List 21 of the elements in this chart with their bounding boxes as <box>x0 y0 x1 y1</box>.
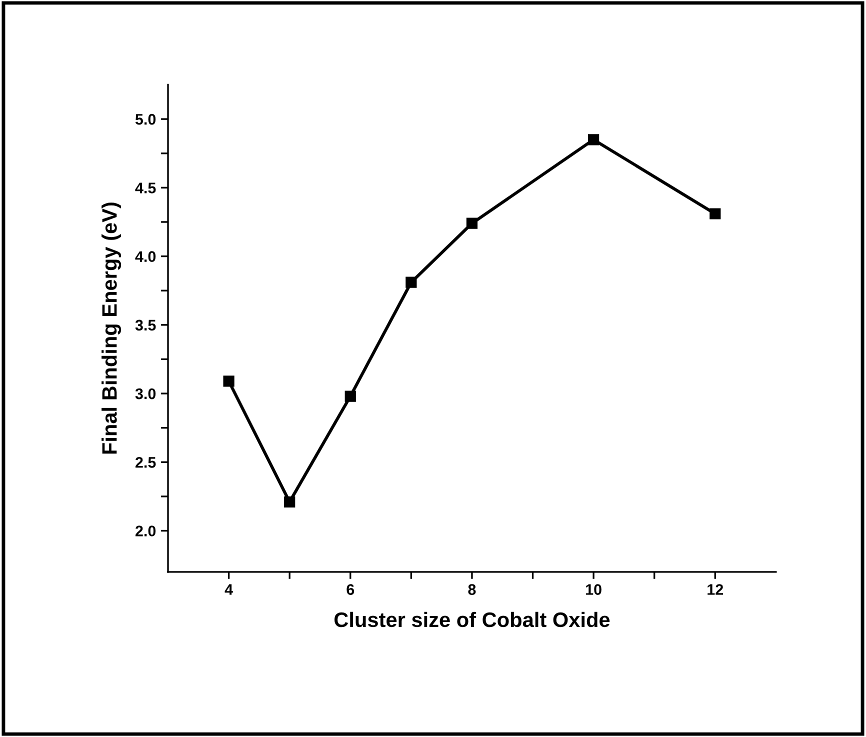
y-tick-label: 4.0 <box>135 251 156 262</box>
point <box>588 134 600 146</box>
y-axis-title: Final Binding Energy (eV) <box>102 202 122 454</box>
x-axis-title: Cluster size of Cobalt Oxide <box>334 612 610 628</box>
point <box>284 496 296 508</box>
point <box>406 276 417 288</box>
y-tick-label: 2.0 <box>135 526 156 536</box>
point <box>466 218 478 229</box>
point <box>710 208 721 220</box>
point <box>344 390 356 402</box>
y-tick-label: 3.5 <box>135 320 156 331</box>
y-tick-label: 3.0 <box>135 388 156 400</box>
x-tick-label: 12 <box>708 584 724 595</box>
x-tick-label: 4 <box>224 584 233 595</box>
x-tick-label: 8 <box>468 584 476 595</box>
y-tick-label: 2.5 <box>135 457 156 468</box>
x-tick-label: 10 <box>586 584 602 595</box>
y-tick-label: 4.5 <box>135 182 156 194</box>
point <box>223 376 234 387</box>
y-tick-label: 5.0 <box>135 114 156 125</box>
x-tick-label: 6 <box>346 584 354 595</box>
